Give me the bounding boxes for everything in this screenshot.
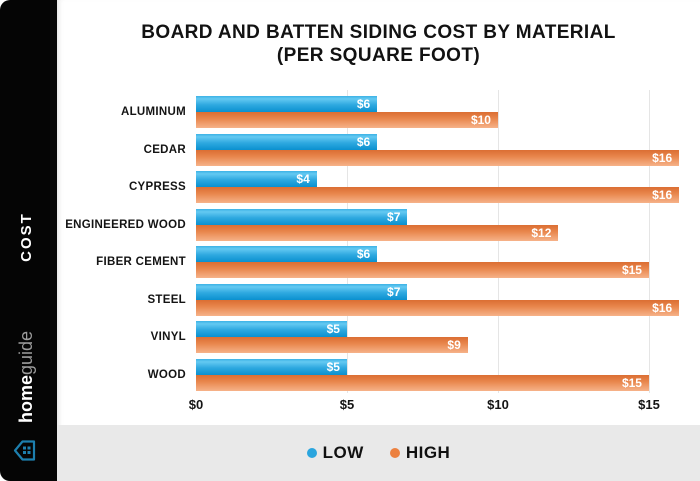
legend-label-low: LOW (322, 443, 364, 462)
material-row: ENGINEERED WOOD $7 $12 (65, 208, 684, 241)
low-bar: $6 (196, 133, 378, 150)
material-label: ALUMINUM (121, 106, 186, 118)
material-label: CEDAR (143, 143, 186, 156)
x-tick-label: $15 (638, 397, 660, 412)
bar-value-label: $16 (652, 300, 673, 315)
bar-value-label: $5 (326, 359, 340, 374)
bar-value-label: $10 (470, 113, 491, 127)
material-label: VINYL (150, 331, 186, 343)
gridline (346, 90, 348, 393)
sidebar-cost-label: COST (18, 212, 35, 262)
high-bar: $16 (196, 187, 680, 203)
material-row: WOOD $5 $15 (148, 358, 684, 391)
material-row: ALUMINUM $6 $10 (121, 96, 684, 128)
bar-value-label: $16 (652, 150, 673, 165)
x-tick-label: $0 (188, 397, 204, 412)
high-bar: $16 (196, 299, 680, 316)
material-row: VINYL $5 $9 (151, 321, 684, 353)
bar-rows: ALUMINUM $6 $10 CEDAR $6 $16 CYPRESS $4 $16 ENGIN… (65, 96, 684, 396)
material-label: WOOD (147, 368, 186, 381)
bar-value-label: $6 (356, 134, 371, 149)
high-bar: $9 (196, 337, 468, 353)
legend-item-low: LOW (306, 443, 364, 463)
low-bar: $7 (196, 283, 408, 300)
bar-value-label: $5 (326, 322, 340, 336)
high-bar: $10 (196, 112, 498, 128)
legend-item-high: HIGH (389, 443, 451, 463)
bar-value-label: $6 (356, 97, 371, 111)
homeguide-house-icon (12, 438, 37, 463)
homeguide-logo: homeguide (16, 307, 38, 447)
bar-value-label: $4 (296, 172, 310, 186)
legend: LOW HIGH (57, 425, 700, 481)
low-bar: $6 (196, 96, 378, 112)
high-bar: $12 (196, 224, 559, 241)
bar-value-label: $16 (652, 188, 673, 202)
bar-value-label: $6 (356, 247, 371, 261)
low-bar: $6 (196, 246, 378, 262)
gridline (648, 90, 650, 393)
material-label: ENGINEERED WOOD (65, 218, 186, 231)
bar-value-label: $9 (447, 338, 461, 352)
material-row: CYPRESS $4 $16 (129, 171, 684, 203)
high-bar: $15 (196, 374, 649, 391)
low-dot-icon (306, 448, 317, 458)
x-tick-label: $10 (487, 397, 509, 412)
chart-title-line1: BOARD AND BATTEN SIDING COST BY MATERIAL (141, 22, 616, 43)
high-bar: $16 (196, 149, 680, 166)
brand-home-text: home (16, 375, 36, 424)
material-row: FIBER CEMENT $6 $15 (96, 246, 684, 278)
high-bar: $15 (196, 262, 649, 278)
gridlines (196, 90, 684, 393)
bar-value-label: $15 (621, 375, 642, 390)
bar-value-label: $7 (387, 284, 401, 299)
bar-value-label: $15 (621, 263, 642, 277)
material-label: FIBER CEMENT (96, 256, 186, 268)
x-axis: $0 $5 $10 $15 (189, 397, 684, 415)
legend-label-high: HIGH (405, 443, 451, 462)
low-bar: $5 (196, 358, 347, 375)
material-label: STEEL (147, 293, 186, 306)
bar-value-label: $12 (531, 225, 552, 240)
chart-title-line2: (PER SQUARE FOOT) (276, 45, 481, 67)
material-row: STEEL $7 $16 (147, 283, 684, 316)
chart-card: BOARD AND BATTEN SIDING COST BY MATERIAL… (57, 0, 700, 481)
brand-guide-text: guide (16, 330, 36, 376)
material-row: CEDAR $6 $16 (144, 133, 684, 166)
x-tick-label: $5 (339, 397, 355, 412)
high-dot-icon (389, 448, 400, 458)
bar-chart-plot: ALUMINUM $6 $10 CEDAR $6 $16 CYPRESS $4 $16 ENGIN… (65, 90, 684, 415)
bar-value-label: $7 (387, 209, 401, 224)
low-bar: $5 (196, 321, 347, 337)
gridline (497, 90, 499, 393)
material-label: CYPRESS (128, 181, 186, 193)
low-bar: $7 (196, 208, 408, 225)
chart-title: BOARD AND BATTEN SIDING COST BY MATERIAL… (57, 21, 700, 67)
low-bar: $4 (196, 171, 317, 187)
sidebar: COST homeguide (0, 0, 57, 481)
